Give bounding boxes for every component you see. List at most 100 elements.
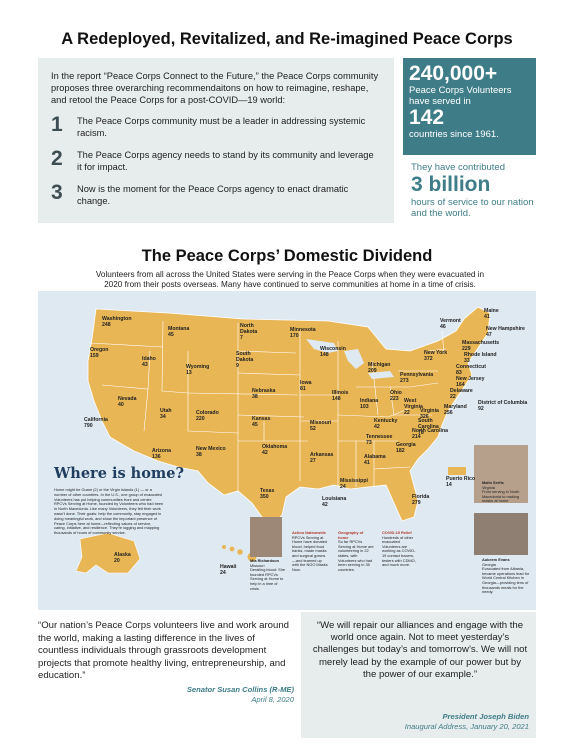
recommendation-number: 1 <box>51 113 63 136</box>
map-title: The Peace Corps’ Domestic Dividend <box>141 247 433 265</box>
photo-caption-missouri: Mia Richardson Missouri Derailing blood:… <box>250 558 286 591</box>
state-label-nebraska: Nebraska 38 <box>252 388 276 400</box>
state-label-oklahoma: Oklahoma 42 <box>262 444 288 456</box>
map-subtitle: Volunteers from all across the United St… <box>95 270 485 289</box>
photo-caption-virginia: Malin Serfis Virginia From serving in No… <box>482 480 520 504</box>
state-label-michigan: Michigan 209 <box>368 362 391 374</box>
stats-hours: They have contributed 3 billion hours of… <box>411 162 541 219</box>
state-label-utah: Utah 34 <box>160 408 172 420</box>
recommendation-number: 2 <box>51 147 63 170</box>
state-label-alabama: Alabama 41 <box>364 454 386 466</box>
state-label-texas: Texas 350 <box>260 488 275 500</box>
state-label-delaware: Delaware 22 <box>450 388 473 400</box>
us-mainland-shape <box>87 306 491 524</box>
quote-biden-box: “We will repair our alliances and engage… <box>301 612 536 738</box>
quote-collins-date: April 8, 2020 <box>251 694 294 704</box>
state-label-north-dakota: North Dakota 7 <box>240 323 258 341</box>
quote-collins-name: Senator Susan Collins (R-ME) <box>186 685 294 694</box>
great-lakes-shape <box>306 339 394 379</box>
alaska-shape <box>75 532 141 574</box>
puerto-rico-shape <box>448 467 466 475</box>
photo-caption-geography: Geography of home So far RPCVs Serving a… <box>338 530 374 572</box>
state-label-maryland: Maryland 256 <box>444 404 467 416</box>
recommendation-text: The Peace Corps agency needs to stand by… <box>77 150 374 172</box>
state-label-missouri: Missouri 52 <box>310 420 332 432</box>
state-label-hawaii: Hawaii 24 <box>220 564 237 576</box>
state-label-louisiana: Louisiana 42 <box>322 496 347 508</box>
state-label-south-dakota: South Dakota 9 <box>236 351 254 369</box>
state-label-puerto-rico: Puerto Rico 14 <box>446 476 476 488</box>
photo-caption-georgia: Aukeem Evans Georgia Evacuated from Alba… <box>482 557 530 595</box>
state-label-wyoming: Wyoming 13 <box>186 364 210 376</box>
report-intro: In the report “Peace Corps Connect to th… <box>51 71 379 105</box>
state-label-west-virginia: West Virginia 22 <box>404 398 423 416</box>
state-label-wisconsin: Wisconsin 148 <box>320 346 346 358</box>
quote-collins-attribution: Senator Susan Collins (R-ME) April 8, 20… <box>38 685 294 704</box>
quote-biden-name: President Joseph Biden <box>442 712 529 721</box>
state-label-new-mexico: New Mexico 38 <box>196 446 226 458</box>
quote-collins: “Our nation’s Peace Corps volunteers liv… <box>38 620 289 681</box>
photo-caption-action: Action Nationwide RPCVs Serving at Home … <box>292 530 328 572</box>
state-borders <box>89 320 447 491</box>
where-is-home-title: Where is home? <box>54 465 184 482</box>
state-label-massachusetts: Massachusetts 229 <box>462 340 500 352</box>
photo-caption-covid: COVID-19 Relief Hundreds of other evacua… <box>382 530 416 568</box>
stat-volunteers: 240,000+ <box>409 62 498 85</box>
state-label-vermont: Vermont 46 <box>440 318 461 330</box>
state-label-new-york: New York 372 <box>424 350 448 362</box>
state-label-washington: Washington 248 <box>102 316 132 328</box>
quote-biden: “We will repair our alliances and engage… <box>312 620 528 680</box>
state-label-kansas: Kansas 45 <box>252 416 271 428</box>
stat-volunteers-label: Peace Corps Volunteers have served in <box>409 85 512 107</box>
state-label-iowa: Iowa 81 <box>300 380 312 392</box>
state-label-maine: Maine 41 <box>484 308 499 320</box>
state-label-new-hampshire: New Hampshire 47 <box>486 326 525 338</box>
recommendation-item: 3 Now is the moment for the Peace Corps … <box>51 182 382 207</box>
state-label-florida: Florida 279 <box>412 494 430 506</box>
state-label-colorado: Colorado 220 <box>196 410 219 422</box>
state-label-oregon: Oregon 159 <box>90 347 109 359</box>
photo-missouri <box>250 517 282 557</box>
state-label-connecticut: Connecticut 83 <box>456 364 486 376</box>
state-label-north-carolina: North Carolina 214 <box>412 428 449 440</box>
state-label-ohio: Ohio 223 <box>390 390 402 402</box>
photo-virginia <box>474 445 528 503</box>
state-label-alaska: Alaska 20 <box>114 552 131 564</box>
state-label-nevada: Nevada 40 <box>118 396 137 408</box>
recommendation-item: 2 The Peace Corps agency needs to stand … <box>51 148 382 173</box>
where-is-home-text: Home might be Guam (2) or the Virgin Isl… <box>54 487 164 536</box>
photo-georgia <box>474 513 528 555</box>
report-recommendations-box: In the report “Peace Corps Connect to th… <box>38 58 394 223</box>
state-label-south-carolina: South Carolina 78 <box>418 418 439 436</box>
recommendation-item: 1 The Peace Corps community must be a le… <box>51 114 382 139</box>
state-label-arkansas: Arkansas 27 <box>310 452 334 464</box>
stat-hours-label: hours of service to our nation and the w… <box>411 197 534 219</box>
state-label-dc: District of Columbia 92 <box>478 400 528 412</box>
state-label-new-jersey: New Jersey 164 <box>456 376 485 388</box>
us-map: Washington 248 Oregon 159 California 790… <box>38 291 536 610</box>
recommendation-text: Now is the moment for the Peace Corps ag… <box>77 184 349 206</box>
recommendation-text: The Peace Corps community must be a lead… <box>77 116 366 138</box>
state-label-minnesota: Minnesota 170 <box>290 327 316 339</box>
state-label-indiana: Indiana 103 <box>360 398 379 410</box>
stat-countries: 142 <box>409 106 445 129</box>
state-label-mississippi: Mississippi 24 <box>340 478 368 490</box>
page-title: A Redeployed, Revitalized, and Re-imagin… <box>61 30 513 48</box>
stats-box: 240,000+ Peace Corps Volunteers have ser… <box>403 58 536 155</box>
state-label-montana: Montana 45 <box>168 326 190 338</box>
state-label-illinois: Illinois 148 <box>332 390 349 402</box>
state-label-rhode-island: Rhode Island 33 <box>464 352 497 364</box>
state-label-pennsylvania: Pennsylvania 273 <box>400 372 434 384</box>
stat-countries-label: countries since 1961. <box>409 129 499 140</box>
stat-hours: 3 billion <box>411 173 491 196</box>
state-label-kentucky: Kentucky 42 <box>374 418 398 430</box>
us-map-graphic <box>75 306 528 574</box>
state-label-tennessee: Tennessee 73 <box>366 434 393 446</box>
state-label-arizona: Arizona 136 <box>152 448 172 460</box>
recommendation-number: 3 <box>51 181 63 204</box>
quote-biden-date: Inaugural Address, January 20, 2021 <box>404 721 529 731</box>
state-label-california: California 790 <box>84 417 108 429</box>
state-label-georgia: Georgia 182 <box>396 442 416 454</box>
quote-biden-attribution: President Joseph Biden Inaugural Address… <box>311 712 529 731</box>
state-label-virginia: Virginia 326 <box>420 408 439 420</box>
